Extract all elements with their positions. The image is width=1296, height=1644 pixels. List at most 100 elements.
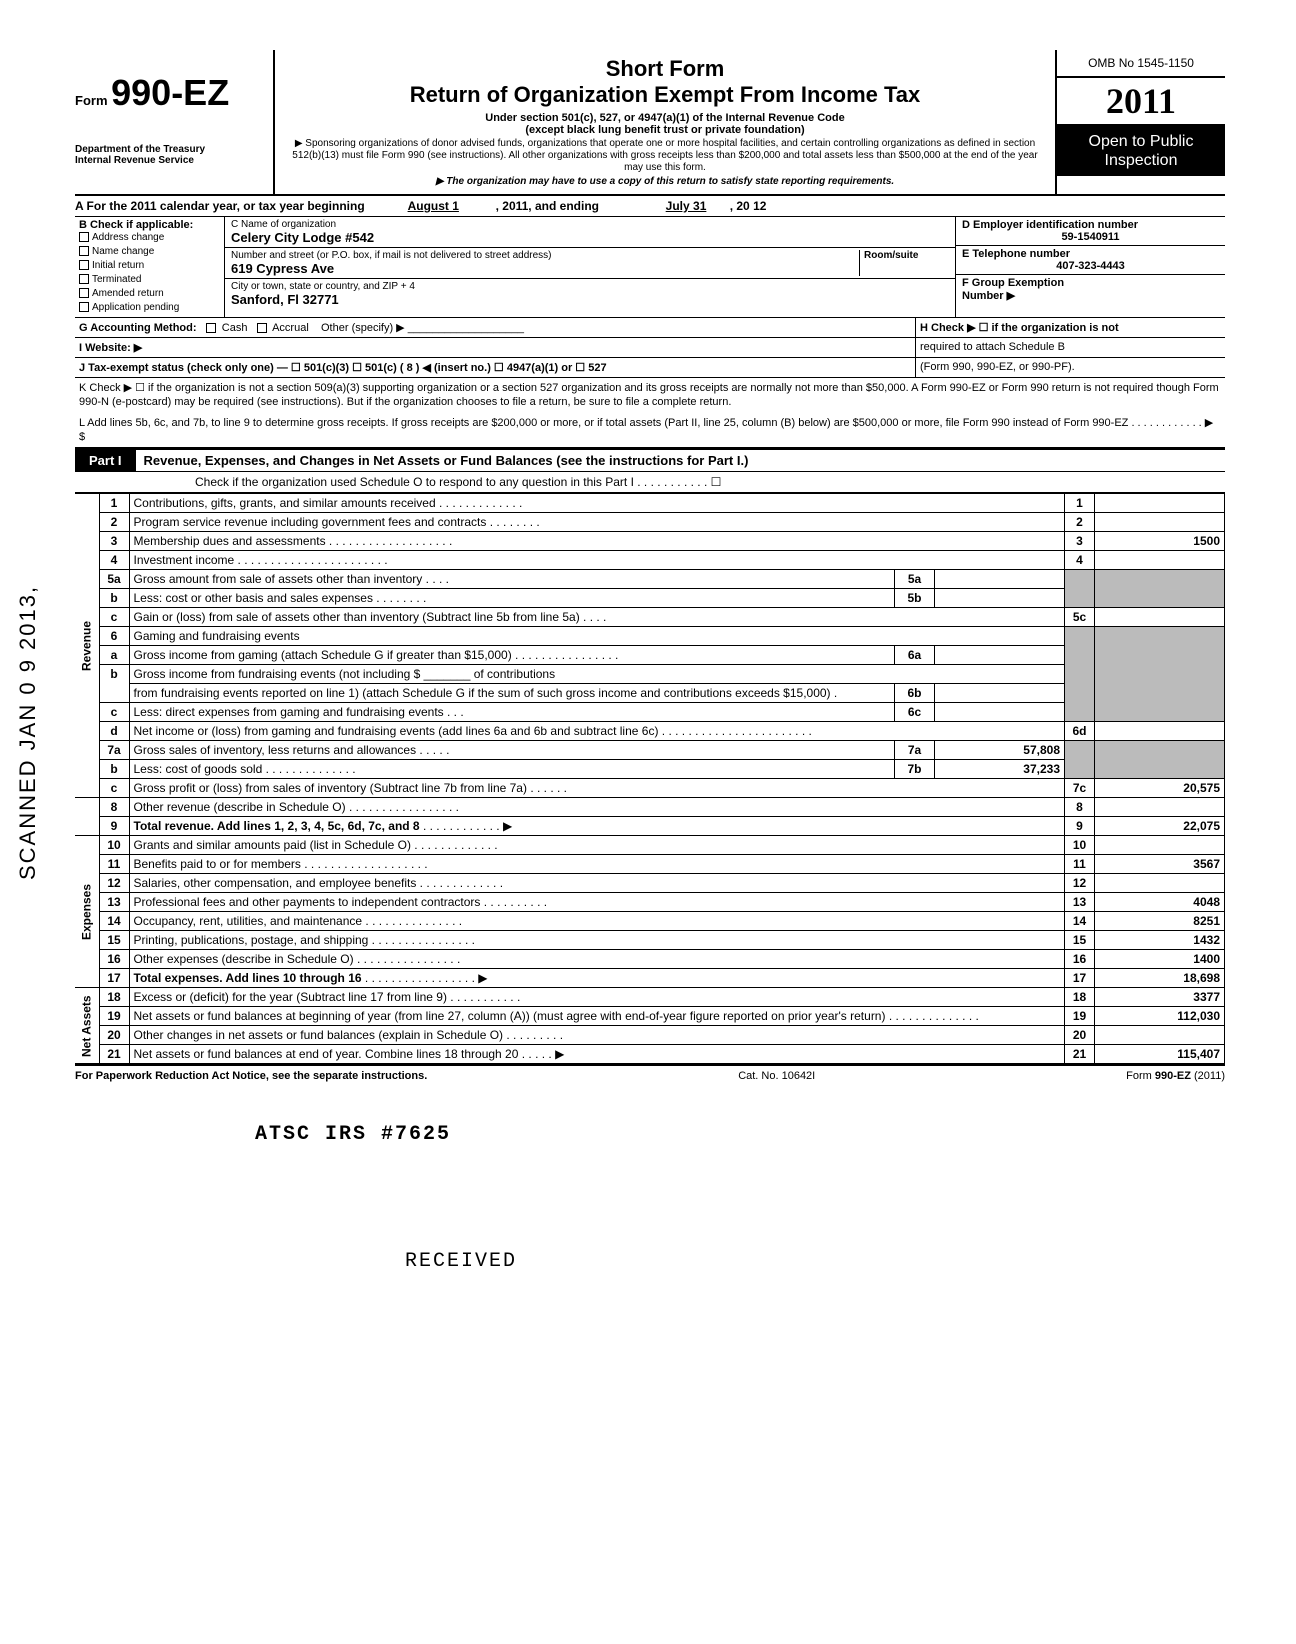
h-label: H Check ▶ ☐ if the organization is not [920, 322, 1119, 334]
g-label: G Accounting Method: [79, 322, 197, 334]
org-address: 619 Cypress Ave [231, 261, 859, 276]
vert-expenses: Expenses [75, 836, 99, 988]
row-l: L Add lines 5b, 6c, and 7b, to line 9 to… [75, 413, 1225, 449]
other-label: Other (specify) ▶ [321, 322, 405, 334]
subtitle-1: Under section 501(c), 527, or 4947(a)(1)… [285, 112, 1045, 124]
line5a-desc: Gross amount from sale of assets other t… [134, 572, 423, 586]
footer-right: 990-EZ [1155, 1070, 1191, 1082]
checkbox-initial-return[interactable] [79, 260, 89, 270]
line17-val: 18,698 [1095, 969, 1225, 988]
line15-val: 1432 [1095, 931, 1225, 950]
line14-desc: Occupancy, rent, utilities, and maintena… [134, 914, 363, 928]
part1-header: Part I Revenue, Expenses, and Changes in… [75, 448, 1225, 472]
h3-label: (Form 990, 990-EZ, or 990-PF). [915, 358, 1225, 377]
checkbox-cash[interactable] [206, 323, 216, 333]
cb-label-0: Address change [92, 232, 164, 243]
phone-value: 407-323-4443 [962, 260, 1219, 272]
row-a-tax-year: A For the 2011 calendar year, or tax yea… [75, 196, 1225, 217]
row-a-end: July 31 [666, 199, 707, 213]
line18-val: 3377 [1095, 988, 1225, 1007]
stamp-received: RECEIVED [405, 1250, 517, 1273]
line17-desc: Total expenses. Add lines 10 through 16 [134, 971, 362, 985]
line19-val: 112,030 [1095, 1007, 1225, 1026]
line6-desc: Gaming and fundraising events [129, 627, 1065, 646]
b-label: B Check if applicable: [79, 219, 220, 231]
line4-desc: Investment income [134, 553, 235, 567]
footer-mid: Cat. No. 10642I [738, 1070, 815, 1082]
line2-desc: Program service revenue including govern… [134, 515, 487, 529]
line9-val: 22,075 [1095, 817, 1225, 836]
line19-desc: Net assets or fund balances at beginning… [134, 1009, 886, 1023]
row-a-suffix: , 20 12 [730, 199, 767, 213]
ein-value: 59-1540911 [962, 231, 1219, 243]
header-left: Form 990-EZ Department of the Treasury I… [75, 50, 275, 194]
open-to-public: Open to Public Inspection [1057, 126, 1225, 176]
h-box: H Check ▶ ☐ if the organization is not [915, 318, 1225, 337]
checkbox-app-pending[interactable] [79, 302, 89, 312]
form-number: 990-EZ [111, 72, 229, 113]
col-b-checkboxes: B Check if applicable: Address change Na… [75, 217, 225, 317]
part1-tab: Part I [75, 450, 136, 471]
c-label: C Name of organization [231, 219, 949, 230]
vert-netassets: Net Assets [75, 988, 99, 1064]
dept-line1: Department of the Treasury [75, 144, 267, 155]
line16-val: 1400 [1095, 950, 1225, 969]
line7c-desc: Gross profit or (loss) from sales of inv… [134, 781, 527, 795]
line5b-desc: Less: cost or other basis and sales expe… [134, 591, 380, 605]
cb-label-3: Terminated [92, 274, 141, 285]
line21-desc: Net assets or fund balances at end of ye… [134, 1047, 519, 1061]
line14-val: 8251 [1095, 912, 1225, 931]
line6c-desc: Less: direct expenses from gaming and fu… [134, 705, 444, 719]
row-i: I Website: ▶ required to attach Schedule… [75, 338, 1225, 358]
line6a-desc: Gross income from gaming (attach Schedul… [134, 648, 519, 662]
checkbox-terminated[interactable] [79, 274, 89, 284]
line7a-val: 57,808 [935, 741, 1065, 760]
header-right: OMB No 1545-1150 2011 Open to Public Ins… [1055, 50, 1225, 194]
line6d-desc: Net income or (loss) from gaming and fun… [134, 724, 659, 738]
checkbox-amended[interactable] [79, 288, 89, 298]
org-name: Celery City Lodge #542 [231, 230, 949, 245]
line7b-desc: Less: cost of goods sold [134, 762, 263, 776]
col-def: D Employer identification number 59-1540… [955, 217, 1225, 317]
row-a-mid: , 2011, and ending [496, 199, 599, 213]
subtitle-3b: ▶ The organization may have to use a cop… [285, 176, 1045, 188]
i-label: I Website: ▶ [79, 342, 142, 354]
short-form-title: Short Form [285, 56, 1045, 82]
line5c-desc: Gain or (loss) from sale of assets other… [134, 610, 587, 624]
e-label: E Telephone number [962, 248, 1219, 260]
cb-label-5: Application pending [92, 302, 179, 313]
line9-desc: Total revenue. Add lines 1, 2, 3, 4, 5c,… [134, 819, 420, 833]
line11-desc: Benefits paid to or for members [134, 857, 301, 871]
dept-treasury: Department of the Treasury Internal Reve… [75, 144, 267, 166]
return-title: Return of Organization Exempt From Incom… [285, 82, 1045, 108]
line11-val: 3567 [1095, 855, 1225, 874]
j-label: J Tax-exempt status (check only one) — ☐… [79, 362, 607, 374]
row-a-prefix: A For the 2011 calendar year, or tax yea… [75, 199, 365, 213]
part1-check-row: Check if the organization used Schedule … [75, 472, 1225, 493]
line3-desc: Membership dues and assessments . [134, 534, 333, 548]
room-suite-label: Room/suite [859, 250, 949, 276]
checkbox-accrual[interactable] [257, 323, 267, 333]
header-mid: Short Form Return of Organization Exempt… [275, 50, 1055, 194]
d-label: D Employer identification number [962, 219, 1219, 231]
accrual-label: Accrual [272, 322, 309, 334]
row-k: K Check ▶ ☐ if the organization is not a… [75, 378, 1225, 413]
dept-line2: Internal Revenue Service [75, 155, 267, 166]
vert-revenue: Revenue [75, 494, 99, 798]
form-header: Form 990-EZ Department of the Treasury I… [75, 50, 1225, 196]
row-g: G Accounting Method: Cash Accrual Other … [75, 318, 1225, 338]
line6b-post: of contributions [474, 667, 555, 681]
org-city: Sanford, Fl 32771 [231, 292, 949, 307]
f-label: F Group Exemption [962, 277, 1219, 289]
omb-number: OMB No 1545-1150 [1057, 50, 1225, 78]
scanned-side-text: SCANNED JAN 0 9 2013, [15, 585, 41, 880]
checkbox-address-change[interactable] [79, 232, 89, 242]
f-label2: Number ▶ [962, 289, 1219, 302]
line7a-desc: Gross sales of inventory, less returns a… [134, 743, 417, 757]
line12-desc: Salaries, other compensation, and employ… [134, 876, 424, 890]
line10-desc: Grants and similar amounts paid (list in… [134, 838, 411, 852]
checkbox-name-change[interactable] [79, 246, 89, 256]
cb-label-4: Amended return [92, 288, 164, 299]
form-prefix: Form [75, 93, 108, 108]
line13-val: 4048 [1095, 893, 1225, 912]
